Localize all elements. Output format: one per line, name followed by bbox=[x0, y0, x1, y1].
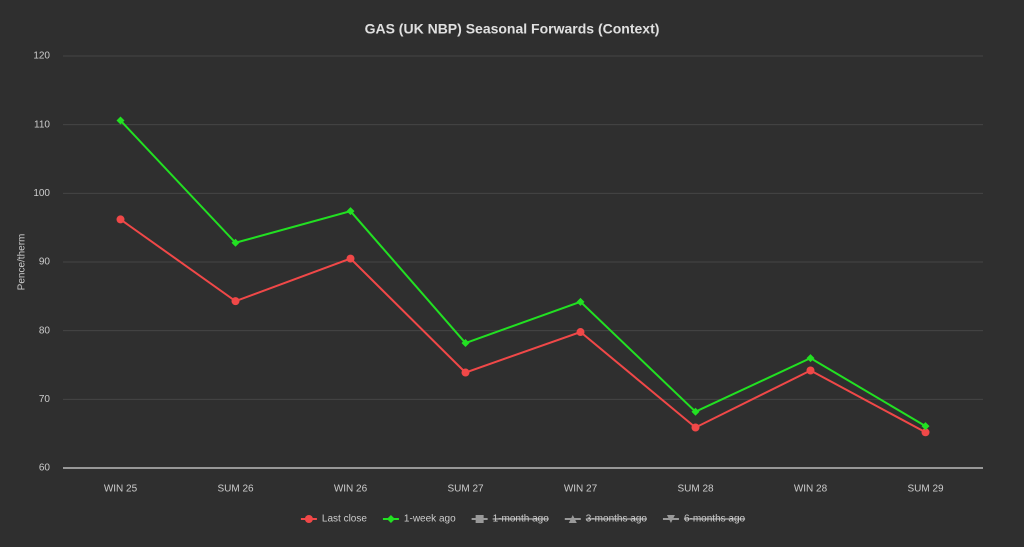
x-tick-label: SUM 27 bbox=[447, 484, 484, 495]
legend-label: Last close bbox=[322, 514, 367, 525]
legend-label: 1-month ago bbox=[493, 514, 550, 525]
x-tick-label: WIN 26 bbox=[334, 484, 368, 495]
point bbox=[576, 328, 585, 337]
y-tick-label: 80 bbox=[39, 325, 51, 336]
y-tick-label: 110 bbox=[34, 119, 50, 130]
point bbox=[116, 215, 125, 224]
point bbox=[806, 366, 815, 375]
x-tick-label: WIN 25 bbox=[104, 484, 138, 495]
point bbox=[576, 297, 585, 306]
point bbox=[461, 368, 470, 377]
point bbox=[806, 354, 815, 363]
series-line bbox=[119, 218, 926, 434]
point bbox=[921, 422, 930, 431]
point bbox=[691, 423, 700, 432]
legend-marker bbox=[666, 515, 675, 523]
legend-marker bbox=[386, 515, 395, 523]
x-tick-label: SUM 26 bbox=[217, 484, 254, 495]
x-tick-label: WIN 27 bbox=[564, 484, 598, 495]
point bbox=[691, 407, 700, 416]
x-tick-label: SUM 28 bbox=[677, 484, 714, 495]
point bbox=[231, 238, 240, 247]
point bbox=[346, 254, 355, 263]
legend: Last close 1-week ago 1-month ago 3-months … bbox=[300, 514, 746, 525]
legend-label: 1-week ago bbox=[404, 514, 456, 525]
legend-marker bbox=[304, 515, 313, 523]
point bbox=[231, 297, 240, 306]
series-line bbox=[119, 119, 927, 427]
x-tick-label: SUM 29 bbox=[907, 484, 944, 495]
legend-label: 6-months ago bbox=[684, 514, 746, 525]
legend-marker bbox=[568, 515, 577, 523]
chart-title: GAS (UK NBP) Seasonal Forwards (Context) bbox=[365, 21, 660, 37]
y-tick-label: 90 bbox=[39, 257, 51, 268]
y-tick-label: 60 bbox=[39, 463, 51, 474]
y-tick-label: 70 bbox=[39, 394, 51, 405]
legend-label: 3-months ago bbox=[586, 514, 648, 525]
y-tick-label: 100 bbox=[33, 188, 50, 199]
point bbox=[921, 428, 930, 437]
point bbox=[116, 116, 125, 125]
point bbox=[461, 339, 470, 348]
x-tick-label: WIN 28 bbox=[794, 484, 828, 495]
legend-marker bbox=[475, 515, 484, 523]
y-axis-label: Pence/therm bbox=[17, 234, 28, 291]
y-tick-label: 120 bbox=[33, 51, 50, 62]
point bbox=[346, 207, 355, 216]
